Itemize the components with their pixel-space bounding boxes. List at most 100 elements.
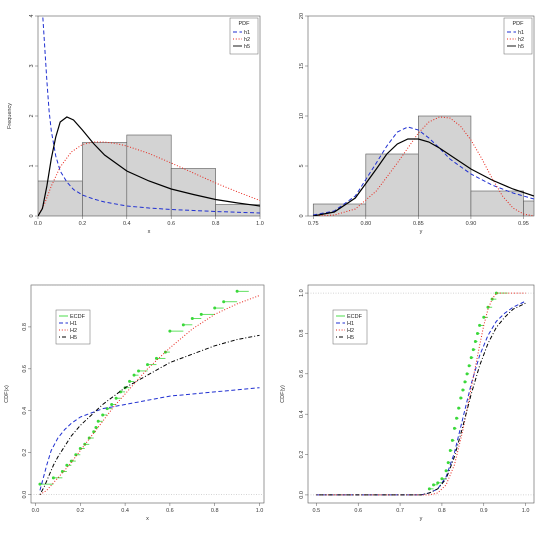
y-tick-label: 5 xyxy=(299,164,305,167)
series-line-h2 xyxy=(313,116,534,216)
y-tick-label: 0.8 xyxy=(299,330,305,338)
ecdf-point xyxy=(452,426,456,430)
y-tick-label: 0.2 xyxy=(22,449,28,457)
x-tick-label: 0.85 xyxy=(413,221,424,227)
ecdf-point xyxy=(110,402,114,406)
histogram-bar-4 xyxy=(170,168,216,216)
ecdf-point xyxy=(92,430,96,434)
y-tick-label: 0.2 xyxy=(299,451,305,459)
x-axis-label: x xyxy=(148,229,151,235)
legend-entry: H2 xyxy=(70,328,77,334)
ecdf-point xyxy=(222,300,226,304)
histogram-bar-3 xyxy=(126,134,172,216)
y-tick-label: 0 xyxy=(29,214,35,217)
y-tick-label: 0.8 xyxy=(22,323,28,331)
ecdf-point xyxy=(463,380,467,384)
series-line-H5 xyxy=(39,334,260,495)
ecdf-point xyxy=(455,416,459,420)
ecdf-point xyxy=(482,315,486,319)
x-tick-label: 0.90 xyxy=(466,221,477,227)
plot-frame xyxy=(307,284,535,504)
series-line-H2 xyxy=(39,295,260,496)
ecdf-point xyxy=(457,406,461,410)
x-tick-label: 0.0 xyxy=(32,508,40,514)
x-tick-label: 0.0 xyxy=(34,221,42,227)
plot-frame xyxy=(30,284,265,504)
series-line-H1 xyxy=(39,387,260,491)
ecdf-point xyxy=(168,329,172,333)
ecdf-point xyxy=(446,461,450,465)
legend-entry: ECDF xyxy=(70,314,86,320)
legend-entry: ECDF xyxy=(347,314,363,320)
ecdf-point xyxy=(461,388,465,392)
x-axis-label: y xyxy=(420,516,423,522)
series-line-h1 xyxy=(42,16,260,214)
x-tick-label: 0.4 xyxy=(121,508,129,514)
legend-box xyxy=(503,17,533,55)
legend-box xyxy=(229,17,259,55)
histogram-bar-3 xyxy=(418,115,472,216)
plot-area xyxy=(308,291,534,496)
histogram-bar-2 xyxy=(82,142,128,216)
ecdf-point xyxy=(471,348,475,352)
legend-entry: h1 xyxy=(518,30,524,36)
legend-title: PDF xyxy=(513,21,525,27)
legend-entry: h1 xyxy=(244,30,250,36)
y-tick-label: 2 xyxy=(29,114,35,117)
ecdf-point xyxy=(60,470,64,474)
ecdf-point xyxy=(96,419,100,423)
ecdf-point xyxy=(181,323,185,327)
ecdf-point xyxy=(101,413,105,417)
x-tick-label: 0.6 xyxy=(167,221,175,227)
x-tick-label: 1.0 xyxy=(256,221,264,227)
ecdf-point xyxy=(444,469,448,473)
y-tick-label: 0.0 xyxy=(299,491,305,499)
x-axis-label: x xyxy=(146,516,149,522)
y-tick-label: 0.6 xyxy=(22,365,28,373)
chart-panel-1: 0.0 0.2 0.4 0.6 0.8 1.0 0 1 2 3 4 x Frequency PDF h1h2… xyxy=(7,14,264,235)
series-line-H2 xyxy=(316,292,526,496)
x-tick-label: 0.6 xyxy=(354,508,362,514)
y-tick-label: 4 xyxy=(29,14,35,17)
series-line-h5 xyxy=(38,116,260,216)
y-tick-label: 0.0 xyxy=(22,491,28,499)
y-tick-label: 15 xyxy=(299,63,305,69)
ecdf-point xyxy=(473,340,477,344)
series-line-h1 xyxy=(313,126,534,216)
ecdf-point xyxy=(467,364,471,368)
plot-area xyxy=(38,16,260,216)
ecdf-series xyxy=(427,291,508,491)
histogram-bar-1 xyxy=(38,180,83,216)
ecdf-point xyxy=(478,323,482,327)
series-line-H1 xyxy=(316,300,526,496)
y-tick-label: 0.4 xyxy=(299,410,305,418)
ecdf-point xyxy=(114,396,118,400)
ecdf-point xyxy=(69,459,73,463)
ecdf-point xyxy=(51,476,55,480)
x-tick-label: 0.6 xyxy=(166,508,174,514)
legend-entry: H1 xyxy=(70,321,77,327)
ecdf-point xyxy=(146,363,149,367)
ecdf-point xyxy=(132,373,136,377)
plot-area xyxy=(31,285,264,496)
x-tick-label: 0.2 xyxy=(79,221,87,227)
legend-title: PDF xyxy=(239,21,251,27)
y-tick-label: 1.0 xyxy=(299,289,305,297)
ecdf-point xyxy=(469,356,473,360)
ecdf-point xyxy=(38,482,42,486)
ecdf-point xyxy=(190,317,194,321)
y-tick-label: 1 xyxy=(29,164,35,167)
ecdf-point xyxy=(128,379,132,383)
x-tick-label: 1.0 xyxy=(522,508,530,514)
histogram-bar-5 xyxy=(215,204,260,216)
y-tick-label: 0.4 xyxy=(22,407,28,415)
ecdf-point xyxy=(436,481,440,485)
y-tick-label: 20 xyxy=(299,13,305,19)
legend-entry: H1 xyxy=(347,321,354,327)
ecdf-point xyxy=(78,447,82,450)
histogram-bar-5 xyxy=(523,200,534,216)
plot-area xyxy=(312,115,534,216)
